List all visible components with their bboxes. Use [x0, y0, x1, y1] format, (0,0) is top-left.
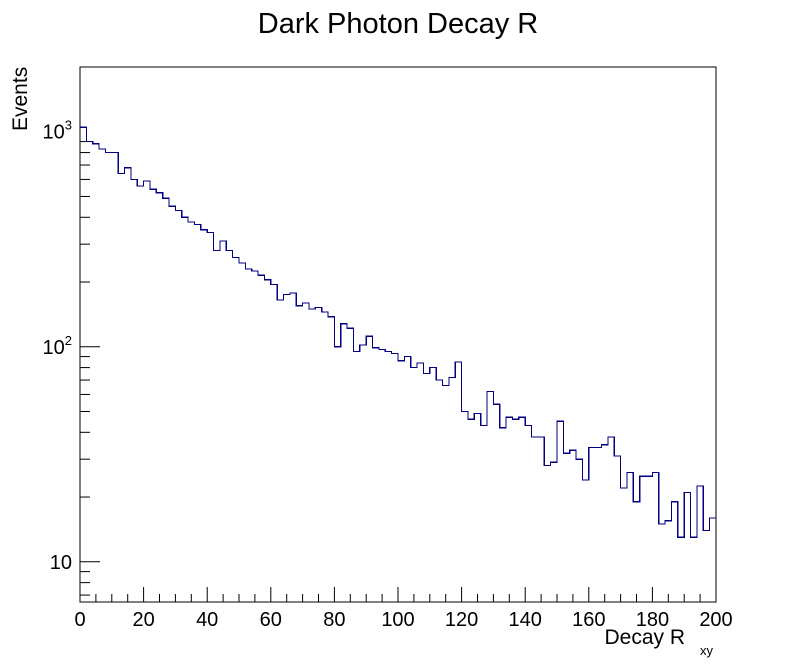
x-tick-label: 120 — [445, 609, 478, 631]
x-tick-label: 100 — [381, 609, 414, 631]
chart-title: Dark Photon Decay R — [258, 8, 538, 40]
x-tick-label: 200 — [699, 609, 732, 631]
x-tick-label: 60 — [260, 609, 282, 631]
histogram-line — [80, 126, 716, 538]
y-tick-label: 103 — [43, 118, 72, 144]
tick-labels: 0 20 40 60 80 100 120 140 160 180 200 10 102 103 — [43, 118, 733, 631]
x-axis-label: Decay R — [604, 626, 685, 649]
x-tick-label: 40 — [196, 609, 218, 631]
x-tick-label: 20 — [132, 609, 154, 631]
axis-ticks — [79, 141, 717, 602]
y-tick-label: 10 — [50, 552, 72, 574]
plot-frame-rect — [79, 66, 717, 603]
plot-frame — [79, 66, 717, 603]
y-axis-label: Events — [9, 67, 32, 131]
x-tick-label: 140 — [509, 609, 542, 631]
x-axis-label-subscript: xy — [700, 643, 714, 658]
x-tick-label: 80 — [323, 609, 345, 631]
histogram-series — [80, 126, 716, 538]
x-axis-label-main: Decay R — [604, 626, 685, 649]
x-tick-label: 0 — [74, 609, 85, 631]
y-tick-label: 102 — [43, 333, 72, 359]
x-tick-label: 180 — [636, 609, 669, 631]
x-tick-label: 160 — [572, 609, 605, 631]
